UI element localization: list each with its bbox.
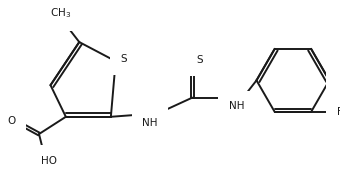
- Text: CH$_3$: CH$_3$: [50, 6, 72, 20]
- Text: S: S: [197, 55, 203, 65]
- Text: NH: NH: [142, 117, 158, 127]
- Text: O: O: [7, 116, 15, 126]
- Text: S: S: [120, 54, 126, 64]
- Text: F: F: [337, 107, 340, 117]
- Text: NH: NH: [228, 101, 244, 111]
- Text: HO: HO: [40, 156, 56, 166]
